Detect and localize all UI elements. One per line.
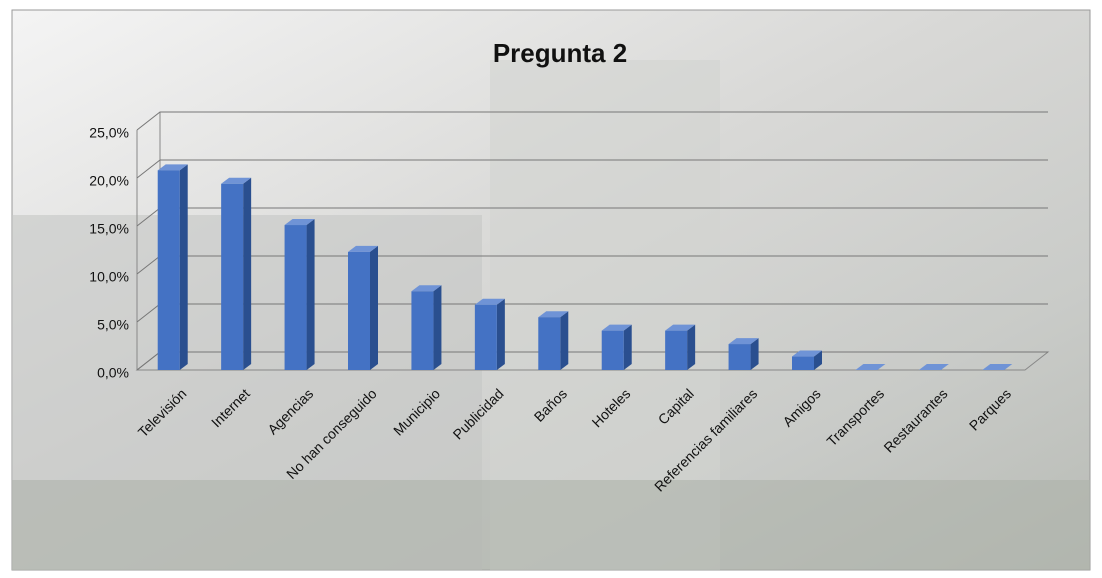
bar: [728, 338, 759, 370]
bar: [601, 324, 632, 370]
bar-top: [411, 285, 442, 292]
bar-front: [157, 170, 180, 370]
bar-front: [538, 317, 561, 370]
bar-side: [623, 324, 632, 370]
y-tick-label: 20,0%: [89, 173, 129, 189]
bar-side: [750, 338, 759, 370]
bar: [982, 364, 1013, 370]
bar-side: [496, 298, 505, 370]
bar: [792, 350, 822, 370]
bar-top: [474, 298, 505, 305]
grid-line: [136, 111, 1048, 131]
bar-top: [221, 177, 252, 184]
bar-top: [538, 311, 569, 318]
bar: [918, 364, 949, 370]
bar-side: [306, 219, 315, 370]
bar-top: [601, 324, 632, 331]
bar-front: [411, 291, 434, 370]
bar-top: [157, 164, 188, 171]
bar-front: [665, 330, 688, 370]
bar-top: [348, 245, 378, 252]
bar-top: [665, 324, 696, 331]
bar-front: [792, 356, 814, 370]
bar-front: [474, 304, 497, 370]
chart-title: Pregunta 2: [493, 38, 627, 68]
bar-top: [918, 364, 949, 370]
bar-top: [982, 364, 1013, 370]
bar-top: [284, 219, 315, 226]
bar: [665, 324, 696, 370]
bar-top: [792, 350, 822, 357]
bar-front: [601, 330, 624, 370]
bar: [348, 245, 378, 370]
y-tick-label: 0,0%: [97, 365, 129, 381]
bar-front: [348, 251, 370, 370]
bar-side: [687, 324, 696, 370]
bar-side: [433, 285, 442, 370]
bar-top: [855, 364, 886, 370]
bar: [284, 219, 315, 370]
y-tick-label: 25,0%: [89, 125, 129, 141]
bar-side: [370, 245, 378, 370]
bar-side: [243, 177, 252, 370]
bar-side: [560, 311, 569, 370]
bar: [411, 285, 442, 370]
y-tick-label: 5,0%: [97, 317, 129, 333]
bar-front: [728, 344, 751, 370]
bar-side: [814, 350, 822, 370]
grid-line: [136, 159, 1048, 179]
bar: [221, 177, 252, 370]
bar-side: [179, 164, 188, 370]
bar: [157, 164, 188, 370]
y-tick-label: 15,0%: [89, 221, 129, 237]
bar: [855, 364, 886, 370]
y-tick-label: 10,0%: [89, 269, 129, 285]
bar-top: [728, 338, 759, 345]
bar-front: [284, 225, 307, 370]
bar: [474, 298, 505, 370]
background-street: [12, 480, 1090, 570]
bar-front: [221, 183, 244, 370]
bar: [538, 311, 569, 370]
